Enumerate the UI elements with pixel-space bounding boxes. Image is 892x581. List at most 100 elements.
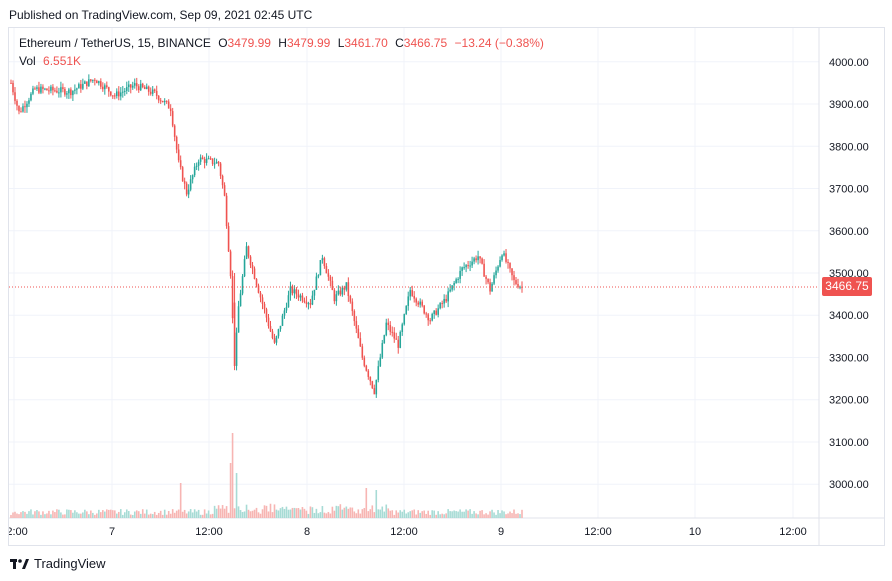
candle-body [113, 95, 116, 97]
candlestick-chart[interactable]: 4000.003900.003800.003700.003600.003500.… [9, 28, 885, 546]
x-tick-label: 12:00 [584, 526, 612, 538]
y-tick-label: 3900.00 [829, 99, 869, 111]
volume-bar [151, 514, 154, 518]
volume-bar [36, 510, 38, 518]
chart-frame[interactable]: 4000.00 3900.00 3800.00 3700.00 3600.00 3500.… [8, 27, 885, 546]
volume-bar [32, 514, 34, 518]
volume-bar [479, 510, 481, 518]
volume-bar [511, 513, 513, 518]
candle-body [371, 381, 374, 389]
volume-bar [133, 511, 136, 518]
volume-bar [153, 511, 156, 518]
candle-body [175, 136, 178, 150]
candle-body [52, 86, 54, 91]
volume-bar [323, 512, 326, 518]
candle-body [131, 85, 134, 88]
candle-body [435, 310, 437, 315]
volume-bar [157, 512, 160, 518]
candle-body [125, 87, 128, 91]
volume-bar [501, 510, 503, 518]
x-tick-label: 7 [109, 526, 115, 538]
volume-bar [165, 514, 168, 518]
volume-bar [391, 510, 394, 518]
candle-body [84, 81, 86, 84]
volume-bar [14, 511, 16, 518]
y-tick-label: 3300.00 [829, 352, 869, 364]
candle-body [72, 90, 74, 96]
candle-body [108, 87, 110, 92]
volume-bar [353, 511, 356, 518]
candle-body [86, 81, 88, 87]
volume-bar [309, 506, 312, 518]
legend-symbol: Ethereum / TetherUS, 15, BINANCE [19, 36, 211, 50]
volume-bar [94, 514, 96, 518]
candle-body [92, 79, 94, 81]
candle-body [329, 276, 332, 281]
candle-body [169, 108, 172, 112]
candle-body [497, 266, 499, 271]
candle-body [495, 270, 497, 276]
candle-body [473, 258, 475, 262]
volume-bar [307, 513, 310, 518]
candle-body [305, 301, 308, 304]
volume-bar [227, 512, 230, 518]
volume-bar [86, 511, 88, 518]
volume-bar [123, 512, 126, 518]
candle-body [405, 305, 408, 315]
candle-body [441, 303, 443, 305]
volume-bar [143, 513, 146, 518]
candle-body [40, 86, 42, 93]
candle-body [461, 267, 463, 271]
candle-body [221, 175, 224, 186]
volume-bar [383, 511, 386, 518]
candle-body [341, 287, 344, 295]
volume-bar [201, 514, 204, 518]
x-tick-label: 12:00 [195, 526, 223, 538]
candle-body [427, 314, 429, 321]
candle-body [465, 265, 467, 268]
candle-body [411, 290, 414, 296]
volume-bar [127, 511, 130, 518]
candle-body [66, 93, 68, 95]
candle-body [195, 165, 198, 167]
volume-bar [453, 510, 455, 518]
volume-bar [331, 506, 334, 518]
candle-body [423, 305, 425, 314]
volume-bar [104, 511, 106, 518]
candle-body [96, 80, 98, 84]
x-tick-label: 10 [689, 526, 701, 538]
candle-body [147, 86, 150, 92]
candle-body [433, 310, 435, 314]
volume-bar [337, 506, 340, 518]
volume-bar [245, 504, 248, 518]
volume-bar [137, 511, 140, 518]
candle-body [36, 87, 38, 89]
volume-bar [409, 511, 412, 518]
candle-body [48, 90, 50, 92]
volume-bar [117, 511, 120, 518]
candle-body [225, 195, 228, 227]
candle-body [509, 262, 511, 269]
candle-body [373, 388, 376, 395]
candle-body [337, 290, 340, 295]
volume-bar [287, 509, 290, 518]
volume-bar [221, 505, 224, 518]
volume-bar [357, 509, 360, 518]
tradingview-brand[interactable]: TradingView [10, 556, 106, 571]
candle-body [139, 83, 142, 91]
volume-bar [415, 514, 418, 518]
volume-bar [113, 510, 116, 518]
candle-body [70, 89, 72, 96]
volume-bar [64, 514, 66, 518]
candle-body [129, 84, 132, 88]
volume-bar [78, 513, 80, 518]
candle-body [363, 357, 366, 366]
volume-bar [271, 512, 274, 518]
volume-bar [393, 514, 396, 518]
candle-body [377, 366, 380, 380]
candle-body [249, 256, 252, 266]
volume-bar [473, 511, 475, 518]
volume-bar [387, 508, 390, 518]
candle-body [259, 292, 262, 298]
candle-body [227, 226, 230, 252]
